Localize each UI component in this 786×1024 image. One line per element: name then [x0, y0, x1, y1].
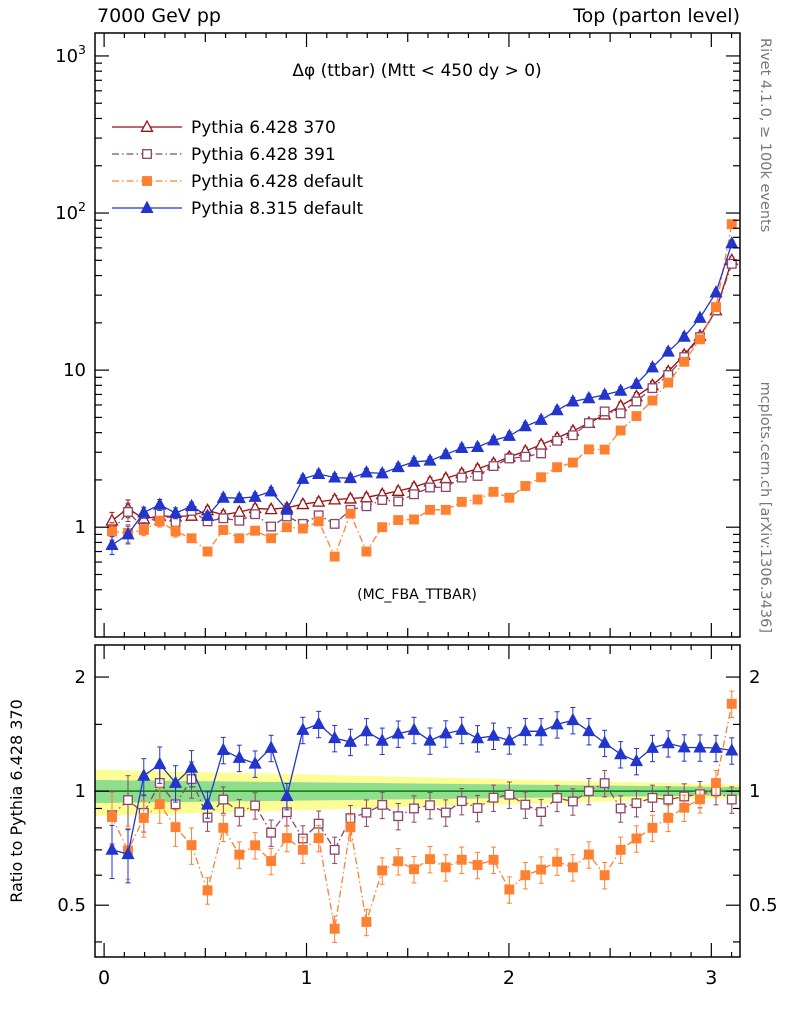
ratio-series-pythia-8-315-default — [105, 707, 739, 884]
main-ytick-label: 102 — [55, 199, 86, 224]
xtick-label: 3 — [705, 967, 717, 989]
legend-item-pythia-6-428-370: Pythia 6.428 370 — [112, 118, 336, 138]
ratio-axes: 0.5 0.5 1 1 2 2 0 1 2 3 — [57, 645, 778, 989]
main-panel-frame — [94, 32, 741, 638]
watermark: (MC_FBA_TTBAR) — [357, 587, 477, 603]
legend-label: Pythia 8.315 default — [191, 199, 364, 219]
legend: Pythia 6.428 370 Pythia 6.428 391 Pythia 6… — [112, 118, 364, 219]
beam-energy-label: 7000 GeV pp — [97, 5, 221, 27]
ratio-series-pythia-6-428-default — [107, 690, 737, 943]
legend-item-pythia-6-428-391: Pythia 6.428 391 — [112, 145, 336, 165]
ratio-series-layer — [105, 690, 739, 943]
plot-title: Δφ (ttbar) (Mtt < 450 dy > 0) — [292, 61, 541, 81]
legend-item-pythia-6-428-default: Pythia 6.428 default — [112, 172, 364, 192]
legend-label: Pythia 6.428 370 — [191, 118, 336, 138]
rivet-version-label: Rivet 4.1.0, ≥ 100k events — [757, 38, 773, 232]
main-ytick-label: 1 — [75, 517, 86, 538]
ratio-y-axis-label: Ratio to Pythia 6.428 370 — [7, 699, 26, 903]
xtick-label: 2 — [503, 967, 515, 989]
ratio-panel-frame — [94, 644, 741, 958]
ratio-ytick-label: 1 — [75, 781, 86, 802]
legend-label: Pythia 6.428 default — [191, 172, 364, 192]
series-pythia-6-428-370 — [105, 252, 739, 531]
xtick-label: 1 — [300, 967, 312, 989]
xtick-label: 0 — [98, 967, 110, 989]
main-series-layer — [105, 219, 739, 562]
mcplots-reference-label: mcplots.cern.ch [arXiv:1306.3436] — [757, 382, 773, 633]
legend-item-pythia-8-315-default: Pythia 8.315 default — [112, 199, 364, 219]
series-pythia-8-315-default — [105, 236, 739, 556]
main-axes: 1 10 102 103 — [55, 33, 740, 637]
ratio-ytick-label: 0.5 — [57, 895, 86, 916]
main-ytick-label: 10 — [63, 360, 86, 381]
ratio-ytick-label-right: 1 — [749, 781, 760, 802]
main-ytick-label: 103 — [55, 42, 86, 67]
series-pythia-6-428-default — [107, 219, 737, 562]
legend-label: Pythia 6.428 391 — [191, 145, 336, 165]
process-label: Top (parton level) — [572, 5, 740, 27]
ratio-ytick-label-right: 2 — [749, 667, 760, 688]
ratio-ytick-label-right: 0.5 — [749, 895, 778, 916]
ratio-ytick-label: 2 — [75, 667, 86, 688]
